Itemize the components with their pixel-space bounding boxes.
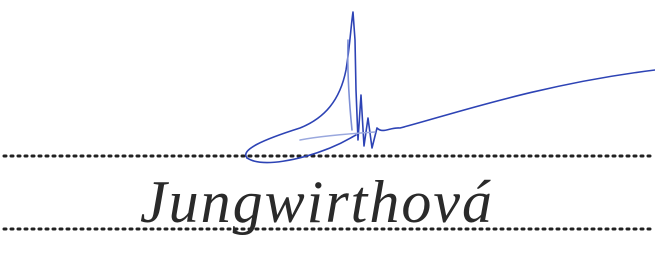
signature: [246, 12, 655, 163]
handwritten-name: Jungwirthová: [140, 169, 494, 235]
page: Jungwirthová (() => { const data = JSON.…: [0, 0, 655, 269]
signature-document: Jungwirthová: [0, 0, 655, 269]
